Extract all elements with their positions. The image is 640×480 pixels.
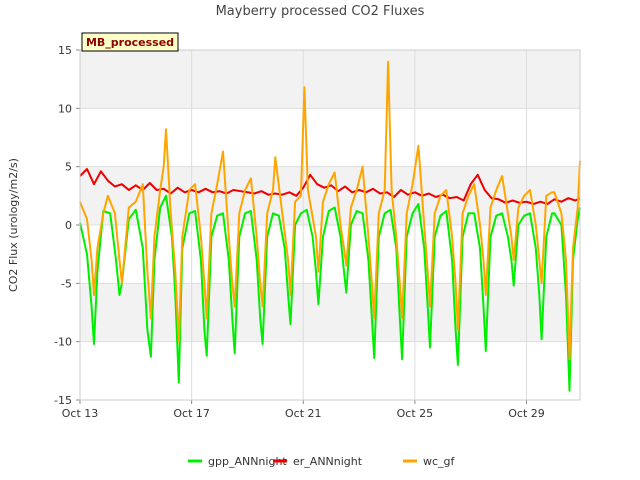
- x-tick-label: Oct 29: [508, 407, 545, 420]
- chart-title: Mayberry processed CO2 Fluxes: [216, 4, 425, 19]
- dataset-badge-box: [81, 32, 179, 52]
- legend-label-er_ANNnight: er_ANNnight: [293, 455, 363, 468]
- axes: -15 -10 -5 0 5 10 15 Oct 13 Oct 17 Oct 21 Oct 25 Oc…: [54, 44, 581, 420]
- legend-label-gpp_ANNnight: gpp_ANNnight: [208, 455, 287, 468]
- plot-band: [80, 50, 580, 109]
- plot-band: [80, 283, 580, 342]
- y-tick-label: 0: [65, 219, 72, 232]
- y-tick-label: -10: [54, 336, 72, 349]
- x-tick-label: Oct 21: [285, 407, 322, 420]
- y-axis-label: CO2 Flux (urology/m2/s): [7, 158, 20, 292]
- legend: gpp_ANNnight er_ANNnight wc_gf: [188, 455, 456, 468]
- y-tick-label: -5: [61, 277, 72, 290]
- dataset-badge: MB_processed: [81, 32, 179, 52]
- y-tick-label: -15: [54, 394, 72, 407]
- legend-label-wc_gf: wc_gf: [423, 455, 456, 468]
- x-tick-label: Oct 13: [62, 407, 99, 420]
- series-lines: [79, 60, 581, 392]
- y-tick-label: 10: [58, 102, 72, 115]
- x-tick-label: Oct 25: [397, 407, 434, 420]
- plot-band: [80, 108, 580, 167]
- y-tick-label: 15: [58, 44, 72, 57]
- dataset-badge-label: MB_processed: [86, 36, 174, 49]
- y-tick-label: 5: [65, 161, 72, 174]
- plot-frame: [79, 49, 581, 401]
- series-line-wc_gf: [79, 60, 581, 361]
- x-tick-label: Oct 17: [173, 407, 210, 420]
- plot-band: [80, 341, 580, 400]
- series-line-er_ANNnight: [79, 168, 581, 205]
- series-line-gpp_ANNnight: [79, 194, 581, 392]
- plot-band: [80, 225, 580, 284]
